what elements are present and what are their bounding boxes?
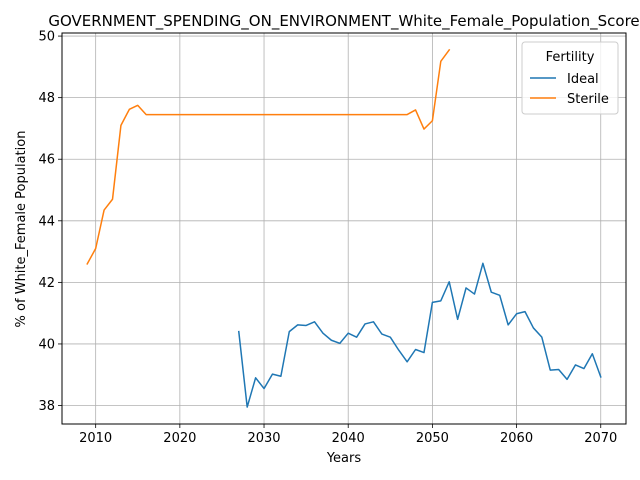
plot-area-frame xyxy=(61,32,627,425)
x-tick-label: 2020 xyxy=(163,431,196,446)
x-tick-label: 2040 xyxy=(332,431,365,446)
x-tick-label: 2060 xyxy=(500,431,533,446)
axis-ticks: 2010 2020 2030 2040 2050 2060 2070 38 40 42 44 46 48… xyxy=(38,30,617,446)
series-line-sterile xyxy=(86,48,451,265)
grid xyxy=(62,33,626,424)
y-tick-label: 44 xyxy=(38,214,55,229)
legend-title: Fertility xyxy=(546,50,595,65)
x-tick-label: 2050 xyxy=(416,431,449,446)
x-tick-label: 2070 xyxy=(584,431,617,446)
y-tick-label: 50 xyxy=(38,30,55,45)
x-tick-label: 2030 xyxy=(247,431,280,446)
series-lines xyxy=(86,48,602,408)
chart-title: GOVERNMENT_SPENDING_ON_ENVIRONMENT_White… xyxy=(48,12,639,31)
legend: Fertility Ideal Sterile xyxy=(521,41,619,115)
x-axis-label: Years xyxy=(326,451,362,466)
y-tick-label: 46 xyxy=(38,153,55,168)
y-axis-label: % of White_Female Population xyxy=(14,131,29,328)
y-tick-label: 42 xyxy=(38,276,55,291)
x-tick-label: 2010 xyxy=(79,431,112,446)
y-tick-label: 38 xyxy=(38,399,55,414)
legend-box xyxy=(521,41,619,115)
series-line-ideal xyxy=(237,262,602,408)
legend-label-sterile: Sterile xyxy=(567,92,609,107)
y-tick-label: 40 xyxy=(38,337,55,352)
legend-label-ideal: Ideal xyxy=(567,72,599,87)
y-tick-label: 48 xyxy=(38,91,55,106)
